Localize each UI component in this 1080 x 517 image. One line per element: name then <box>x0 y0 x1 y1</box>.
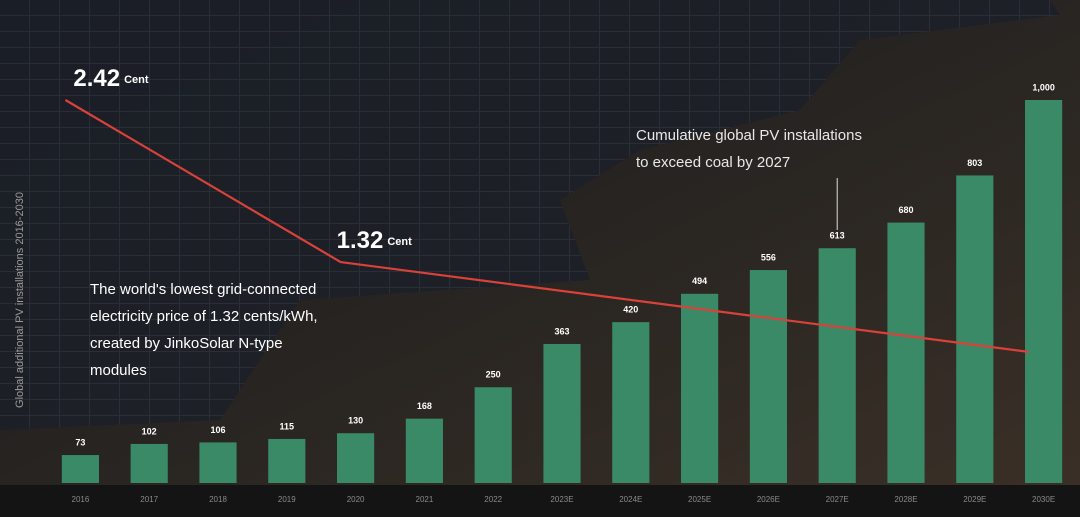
annotation-text: Cumulative global PV installations <box>636 127 862 144</box>
x-tick-label: 2022 <box>484 495 502 504</box>
price-value: 1.32 <box>337 227 384 254</box>
x-tick-label: 2024E <box>619 495 642 504</box>
annotation-text: to exceed coal by 2027 <box>636 154 790 171</box>
x-tick-label: 2028E <box>894 495 917 504</box>
price-label: 2.42 Cent <box>73 65 148 92</box>
price-line <box>64 99 1029 353</box>
x-tick-label: 2023E <box>550 495 573 504</box>
price-unit: Cent <box>124 74 149 86</box>
bar <box>956 175 994 484</box>
bar <box>199 442 237 483</box>
x-tick-label: 2018 <box>209 495 227 504</box>
annotation-text: The world's lowest grid-connected <box>90 281 316 298</box>
value-label: 803 <box>967 158 982 168</box>
value-label: 420 <box>623 305 638 315</box>
value-label: 680 <box>898 205 913 215</box>
bar <box>818 248 856 483</box>
annotation-text: created by JinkoSolar N-type <box>90 335 283 352</box>
annotation-text: modules <box>90 362 147 379</box>
price-unit: Cent <box>387 236 412 248</box>
price-label: 1.32 Cent <box>337 227 412 254</box>
x-tick-label: 2021 <box>416 495 434 504</box>
value-label: 130 <box>348 416 363 426</box>
x-tick-label: 2029E <box>963 495 986 504</box>
x-tick-label: 2019 <box>278 495 296 504</box>
x-tick-label: 2027E <box>826 495 849 504</box>
value-label: 115 <box>280 421 295 431</box>
bar <box>1025 100 1063 483</box>
annotation-text: electricity price of 1.32 cents/kWh, <box>90 308 318 325</box>
value-label: 250 <box>486 370 501 380</box>
x-tick-label: 2030E <box>1032 495 1055 504</box>
bar <box>681 293 719 483</box>
x-tick-label: 2017 <box>140 495 158 504</box>
bar <box>749 270 787 483</box>
price-value: 2.42 <box>73 65 120 92</box>
bar <box>612 322 650 483</box>
bar <box>61 455 99 483</box>
bar <box>337 433 375 483</box>
value-label: 363 <box>554 326 569 336</box>
bar <box>268 438 306 483</box>
x-tick-label: 2016 <box>72 495 90 504</box>
bar <box>405 418 443 483</box>
x-tick-label: 2025E <box>688 495 711 504</box>
value-label: 106 <box>210 425 225 435</box>
bar <box>543 343 581 483</box>
value-label: 494 <box>692 276 707 286</box>
solar-panels <box>0 0 1060 430</box>
value-label: 73 <box>75 437 85 447</box>
value-label: 556 <box>761 252 776 262</box>
x-tick-label: 2020 <box>347 495 365 504</box>
bar <box>474 387 512 483</box>
value-label: 1,000 <box>1032 82 1055 92</box>
axis-strip <box>0 485 1080 517</box>
value-label: 102 <box>142 426 157 436</box>
bar <box>130 443 168 483</box>
value-label: 168 <box>417 401 432 411</box>
value-label: 613 <box>830 231 845 241</box>
y-axis-label: Global additional PV installations 2016-… <box>14 192 26 408</box>
x-tick-label: 2026E <box>757 495 780 504</box>
bar <box>887 222 925 483</box>
